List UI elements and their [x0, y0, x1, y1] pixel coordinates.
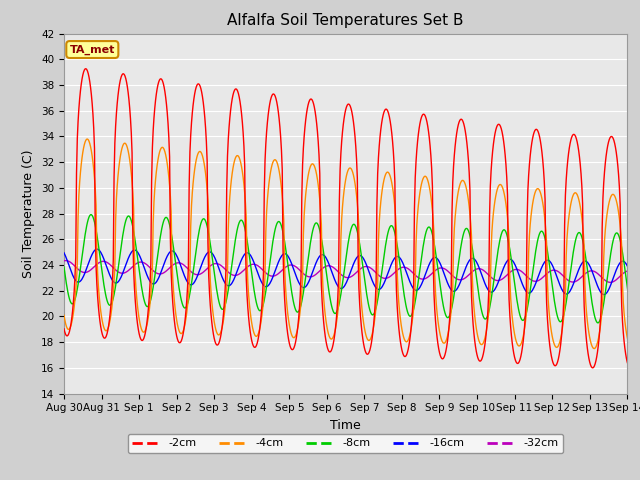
- Title: Alfalfa Soil Temperatures Set B: Alfalfa Soil Temperatures Set B: [227, 13, 464, 28]
- X-axis label: Time: Time: [330, 419, 361, 432]
- Legend: -2cm, -4cm, -8cm, -16cm, -32cm: -2cm, -4cm, -8cm, -16cm, -32cm: [128, 434, 563, 453]
- Text: TA_met: TA_met: [70, 44, 115, 55]
- Y-axis label: Soil Temperature (C): Soil Temperature (C): [22, 149, 35, 278]
